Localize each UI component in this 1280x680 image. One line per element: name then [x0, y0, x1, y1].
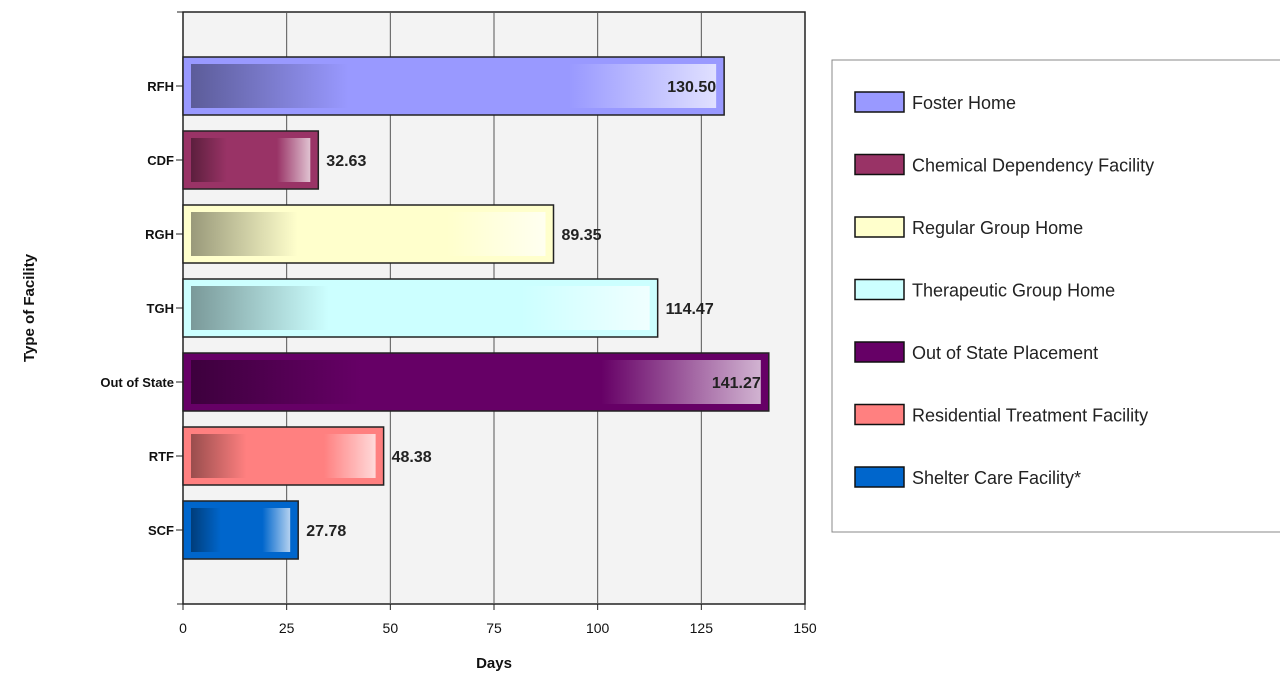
data-label: 48.38	[392, 449, 432, 466]
legend-box	[831, 59, 1280, 533]
bar-shading	[191, 138, 311, 182]
legend-swatch	[854, 278, 905, 301]
data-label: 130.50	[667, 79, 716, 96]
x-tick-label: 125	[690, 620, 714, 636]
x-tick-label: 25	[279, 620, 295, 636]
bar-shading	[191, 434, 376, 478]
bars: 130.50 32.63 89.35 114.47 141.27 48.38 27.78	[182, 56, 770, 560]
legend-label: Out of State Placement	[912, 343, 1098, 363]
y-tick-label: TGH	[147, 301, 174, 316]
data-label: 89.35	[562, 227, 602, 244]
y-tick-label: RTF	[149, 449, 174, 464]
y-axis-title: Type of Facility	[21, 253, 38, 362]
legend: Foster Home Chemical Dependency Facility R…	[854, 91, 1154, 488]
bar-shading	[191, 64, 717, 108]
data-label: 32.63	[326, 153, 366, 170]
y-tick-label: Out of State	[100, 375, 174, 390]
bar-shading	[191, 508, 291, 552]
x-axis-title: Days	[476, 655, 512, 672]
legend-swatch	[854, 91, 905, 113]
x-tick-label: 75	[486, 620, 502, 636]
x-tick-label: 0	[179, 620, 187, 636]
legend-swatch	[854, 466, 905, 488]
y-tick-label: RFH	[147, 79, 174, 94]
y-tick-label: RGH	[145, 227, 174, 242]
data-label: 114.47	[666, 301, 714, 318]
x-tick-label: 100	[586, 620, 610, 636]
bar-shading	[191, 212, 546, 256]
data-label: 141.27	[712, 375, 761, 392]
legend-label: Foster Home	[912, 93, 1016, 113]
legend-label: Chemical Dependency Facility	[912, 156, 1154, 176]
legend-label: Residential Treatment Facility	[912, 406, 1148, 426]
x-tick-label: 50	[383, 620, 399, 636]
y-tick-label: CDF	[147, 153, 174, 168]
legend-swatch	[854, 153, 905, 176]
bar-shading	[191, 286, 650, 330]
y-tick-label: SCF	[148, 523, 174, 538]
legend-label: Shelter Care Facility*	[912, 468, 1081, 488]
legend-label: Regular Group Home	[912, 218, 1083, 238]
legend-swatch	[854, 216, 905, 238]
legend-swatch	[854, 403, 905, 426]
x-tick-label: 150	[793, 620, 817, 636]
axes: 0 25 50 75 100 125 150 RFH CDF RGH TGH Out of State…	[100, 11, 817, 636]
legend-label: Therapeutic Group Home	[912, 281, 1115, 301]
bar-shading	[191, 360, 761, 404]
legend-swatch	[854, 341, 905, 363]
data-label: 27.78	[306, 523, 346, 540]
